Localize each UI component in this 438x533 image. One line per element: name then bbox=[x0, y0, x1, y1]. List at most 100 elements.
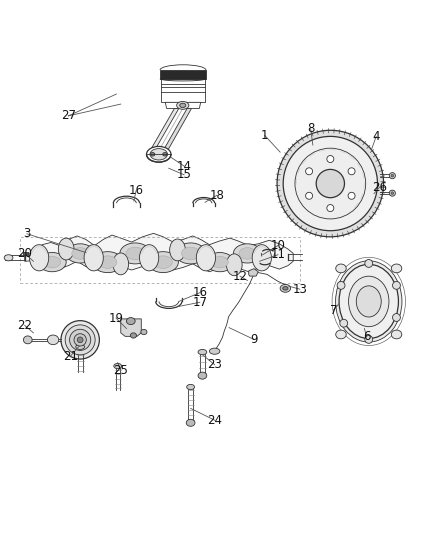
Text: 22: 22 bbox=[17, 319, 32, 332]
Ellipse shape bbox=[206, 253, 234, 272]
Ellipse shape bbox=[147, 147, 171, 162]
Ellipse shape bbox=[392, 281, 400, 289]
Ellipse shape bbox=[239, 248, 256, 259]
Text: 15: 15 bbox=[177, 168, 191, 181]
Text: 13: 13 bbox=[292, 282, 307, 296]
Ellipse shape bbox=[365, 335, 373, 343]
Ellipse shape bbox=[233, 244, 261, 263]
Text: 23: 23 bbox=[207, 358, 222, 372]
Ellipse shape bbox=[154, 256, 172, 269]
Ellipse shape bbox=[340, 319, 348, 327]
Text: 16: 16 bbox=[128, 184, 144, 197]
Ellipse shape bbox=[175, 243, 206, 264]
Text: 24: 24 bbox=[207, 414, 222, 427]
Ellipse shape bbox=[181, 247, 200, 260]
Ellipse shape bbox=[148, 252, 178, 272]
Ellipse shape bbox=[339, 264, 399, 338]
Polygon shape bbox=[121, 319, 141, 336]
Ellipse shape bbox=[336, 261, 402, 342]
Ellipse shape bbox=[47, 335, 59, 345]
Ellipse shape bbox=[141, 329, 147, 335]
Ellipse shape bbox=[336, 264, 346, 273]
Ellipse shape bbox=[23, 336, 32, 344]
Ellipse shape bbox=[70, 329, 91, 350]
Ellipse shape bbox=[252, 245, 272, 271]
Text: 17: 17 bbox=[192, 296, 207, 309]
Ellipse shape bbox=[92, 252, 123, 272]
Ellipse shape bbox=[76, 344, 85, 350]
Ellipse shape bbox=[127, 318, 135, 325]
Text: 12: 12 bbox=[233, 270, 247, 282]
Ellipse shape bbox=[306, 168, 313, 175]
Ellipse shape bbox=[99, 256, 117, 269]
Text: 9: 9 bbox=[250, 333, 258, 346]
Ellipse shape bbox=[120, 243, 150, 264]
Text: 14: 14 bbox=[177, 159, 191, 173]
Ellipse shape bbox=[365, 260, 373, 268]
Ellipse shape bbox=[170, 239, 185, 261]
Text: 19: 19 bbox=[109, 311, 124, 325]
Ellipse shape bbox=[84, 245, 103, 271]
Ellipse shape bbox=[113, 253, 129, 275]
Polygon shape bbox=[163, 108, 191, 151]
Ellipse shape bbox=[356, 286, 381, 317]
Polygon shape bbox=[249, 269, 258, 276]
Text: 27: 27 bbox=[61, 109, 76, 123]
Ellipse shape bbox=[212, 256, 228, 268]
Ellipse shape bbox=[150, 152, 155, 156]
Ellipse shape bbox=[209, 348, 220, 354]
Ellipse shape bbox=[65, 325, 95, 355]
Text: 11: 11 bbox=[270, 248, 286, 261]
Ellipse shape bbox=[4, 255, 13, 261]
Ellipse shape bbox=[162, 152, 167, 156]
Ellipse shape bbox=[198, 372, 207, 379]
Ellipse shape bbox=[391, 330, 402, 339]
Ellipse shape bbox=[198, 350, 207, 354]
Ellipse shape bbox=[336, 330, 346, 339]
Text: 20: 20 bbox=[17, 247, 32, 260]
Text: 25: 25 bbox=[113, 364, 128, 377]
Ellipse shape bbox=[283, 136, 378, 231]
Ellipse shape bbox=[38, 253, 66, 272]
Ellipse shape bbox=[66, 244, 94, 263]
Ellipse shape bbox=[226, 254, 242, 276]
FancyBboxPatch shape bbox=[22, 252, 28, 255]
Text: 6: 6 bbox=[363, 330, 370, 343]
Ellipse shape bbox=[389, 173, 396, 179]
Ellipse shape bbox=[277, 130, 384, 237]
Text: 3: 3 bbox=[23, 227, 31, 240]
Polygon shape bbox=[165, 102, 201, 108]
Text: 26: 26 bbox=[372, 181, 387, 193]
Text: 8: 8 bbox=[307, 123, 314, 135]
Ellipse shape bbox=[389, 190, 396, 196]
Ellipse shape bbox=[327, 156, 334, 163]
Ellipse shape bbox=[126, 247, 145, 260]
Text: 7: 7 bbox=[330, 304, 337, 317]
Ellipse shape bbox=[327, 205, 334, 212]
Ellipse shape bbox=[61, 321, 99, 359]
Ellipse shape bbox=[391, 192, 394, 195]
Text: 4: 4 bbox=[372, 130, 380, 143]
Text: 10: 10 bbox=[271, 239, 286, 252]
Polygon shape bbox=[25, 233, 293, 272]
Ellipse shape bbox=[77, 337, 83, 343]
Ellipse shape bbox=[180, 103, 186, 108]
Ellipse shape bbox=[306, 192, 313, 199]
Ellipse shape bbox=[187, 384, 194, 390]
Ellipse shape bbox=[348, 192, 355, 199]
Ellipse shape bbox=[295, 148, 366, 219]
Ellipse shape bbox=[316, 169, 344, 198]
Ellipse shape bbox=[391, 174, 394, 177]
Text: 1: 1 bbox=[261, 129, 268, 142]
Text: 16: 16 bbox=[192, 286, 207, 299]
Ellipse shape bbox=[337, 281, 345, 289]
Ellipse shape bbox=[280, 285, 290, 292]
Text: 18: 18 bbox=[209, 189, 224, 202]
Ellipse shape bbox=[392, 313, 400, 321]
Ellipse shape bbox=[196, 245, 215, 271]
Polygon shape bbox=[160, 70, 206, 79]
Ellipse shape bbox=[186, 419, 195, 426]
Text: 21: 21 bbox=[63, 350, 78, 362]
Polygon shape bbox=[150, 108, 179, 151]
Ellipse shape bbox=[114, 364, 122, 369]
